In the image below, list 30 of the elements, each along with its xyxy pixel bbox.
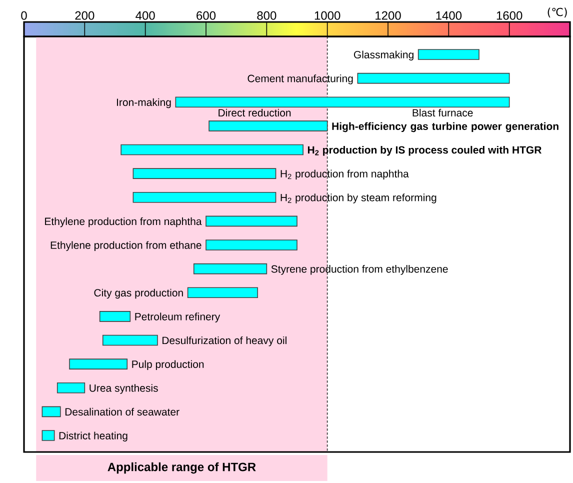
y-tick-label: Cement manufacturing [248,74,353,84]
y-tick-label: Iron-making [117,98,171,108]
y-tick-label: District heating [59,432,128,442]
annotation: Blast furnace [412,108,473,117]
y-tick-label: Ethylene production from naphtha [45,217,202,228]
x-tick-label: 800 [257,11,276,20]
annotation: Direct reduction [218,108,291,117]
y-tick-label: Petroleum refinery [135,312,220,322]
x-tick-label: 1200 [376,11,401,20]
y-tick-label: City gas production [94,288,183,299]
y-tick-label: Urea synthesis [90,384,158,394]
category-label: H$_{2}$ production by IS process couled with HTGR [308,146,542,156]
x-axis-title: (℃) [548,8,567,18]
x-tick-label: 0 [21,11,27,20]
y-tick-label: Pulp production [132,360,204,370]
x-tick-label: 200 [75,11,94,20]
x-tick-label: 400 [136,11,155,20]
y-tick-label: Ethylene production from ethane [50,241,202,251]
y-tick-label: Styrene production from ethylbenzene [271,265,448,275]
y-tick-label: H$_{2}$ production from naphtha [280,170,409,180]
x-tick-label: 600 [196,11,216,20]
x-tick-label: 1600 [496,11,522,20]
y-tick-label: Desalination of seawater [65,408,180,416]
band-label: Applicable range of HTGR [108,462,256,474]
y-tick-label: H$_{2}$ production by steam reforming [280,194,436,204]
y-tick-label: Glassmaking [354,50,414,60]
x-tick-label: 1000 [314,11,340,20]
x-tick-label: 1400 [436,11,462,20]
y-tick-label: Desulfurization of heavy oil [162,336,286,346]
y-tick-label: High-efficiency gas turbine power generation [332,122,558,132]
